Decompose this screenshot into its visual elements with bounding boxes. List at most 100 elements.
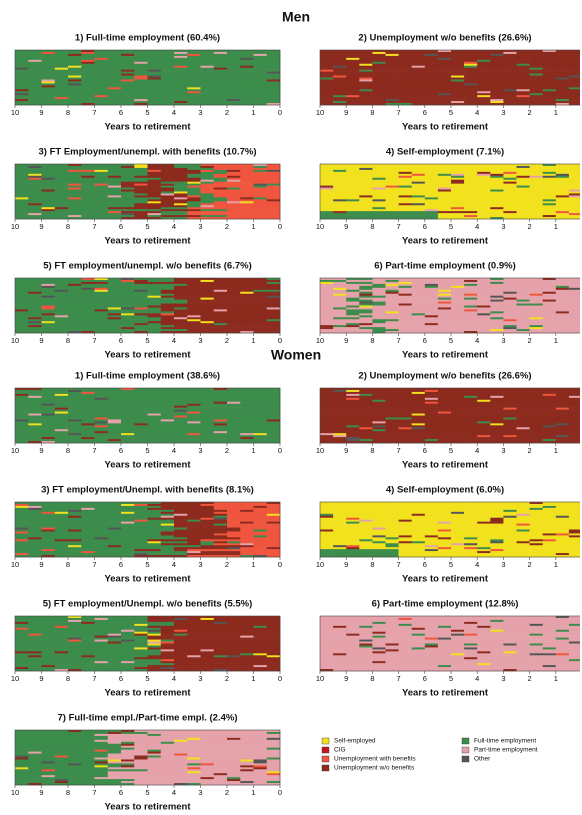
sequence-cell xyxy=(437,417,452,420)
sequence-cell xyxy=(437,85,452,88)
sequence-cell xyxy=(68,425,82,428)
sequence-cell xyxy=(372,403,386,406)
sequence-cell xyxy=(41,291,56,295)
sequence-cell xyxy=(477,299,491,302)
sequence-cell xyxy=(398,167,412,171)
sequence-cell xyxy=(227,419,241,422)
sequence-cell xyxy=(28,325,42,328)
sequence-cell xyxy=(529,59,543,63)
sequence-cell xyxy=(81,101,95,104)
sequence-cell xyxy=(200,415,215,418)
sequence-cell xyxy=(253,401,268,405)
sequence-cell xyxy=(200,171,215,175)
sequence-cell xyxy=(477,391,491,395)
sequence-cell xyxy=(160,413,175,416)
sequence-cell xyxy=(240,507,254,511)
sequence-cell xyxy=(107,73,122,76)
sequence-cell xyxy=(346,325,360,328)
sequence-cell xyxy=(253,57,268,61)
sequence-cell xyxy=(187,525,201,528)
sequence-cell xyxy=(81,439,95,442)
sequence-cell xyxy=(107,197,122,200)
sequence-cell xyxy=(503,389,517,393)
sequence-cell xyxy=(411,53,426,57)
sequence-cell xyxy=(240,91,254,94)
sequence-cell xyxy=(160,331,175,334)
sequence-cell xyxy=(542,57,557,61)
sequence-cell xyxy=(320,181,334,184)
sequence-cell xyxy=(398,69,412,72)
sequence-cell xyxy=(187,179,201,182)
sequence-cell xyxy=(503,61,517,65)
sequence-cell xyxy=(174,293,188,296)
sequence-cell xyxy=(134,187,148,190)
sequence-cell xyxy=(490,319,504,322)
sequence-cell xyxy=(134,195,148,198)
sequence-cell xyxy=(28,164,42,167)
sequence-cell xyxy=(451,303,465,306)
x-tick-label: 2 xyxy=(528,222,532,231)
sequence-cell xyxy=(107,297,122,300)
panel: 2) Unemployment w/o benefits (26.6%)10 9 8… xyxy=(316,33,580,133)
sequence-cell xyxy=(346,403,360,406)
sequence-cell xyxy=(213,83,228,86)
sequence-cell xyxy=(266,323,281,326)
sequence-cell xyxy=(477,97,491,100)
sequence-cell xyxy=(490,441,504,444)
sequence-cell xyxy=(568,309,580,312)
sequence-cell xyxy=(200,395,215,399)
sequence-cell xyxy=(107,57,122,61)
sequence-cell xyxy=(503,183,517,186)
sequence-cell xyxy=(253,502,268,505)
sequence-cell xyxy=(490,409,504,412)
sequence-cell xyxy=(464,417,478,420)
sequence-cell xyxy=(107,329,122,332)
sequence-cell xyxy=(451,209,465,212)
sequence-cell xyxy=(15,53,29,57)
sequence-cell xyxy=(54,55,69,59)
sequence-cell xyxy=(516,397,530,401)
sequence-cell xyxy=(147,525,162,528)
sequence-cell xyxy=(411,405,426,408)
sequence-cell xyxy=(41,417,56,420)
sequence-cell xyxy=(240,329,254,332)
sequence-cell xyxy=(94,431,109,434)
sequence-cell xyxy=(320,413,334,416)
sequence-cell xyxy=(41,215,56,218)
sequence-cell xyxy=(68,205,82,208)
sequence-cell xyxy=(555,97,570,100)
sequence-cell xyxy=(174,69,188,72)
x-tick-label: 6 xyxy=(423,108,427,117)
sequence-cell xyxy=(94,50,109,53)
sequence-cell xyxy=(240,77,254,80)
sequence-cell xyxy=(490,211,504,214)
sequence-cell xyxy=(41,65,56,68)
sequence-cell xyxy=(503,95,517,98)
sequence-cell xyxy=(516,395,530,399)
sequence-cell xyxy=(372,279,386,283)
sequence-cell xyxy=(160,511,175,515)
sequence-cell xyxy=(266,167,281,171)
sequence-cell xyxy=(424,327,439,330)
sequence-cell xyxy=(266,511,281,515)
sequence-cell xyxy=(121,311,135,314)
x-tick-label: 8 xyxy=(370,336,374,345)
sequence-cell xyxy=(568,313,580,316)
sequence-cell xyxy=(437,327,452,330)
sequence-cell xyxy=(240,59,254,63)
sequence-cell xyxy=(68,517,82,520)
sequence-cell xyxy=(266,433,281,436)
x-tick-label: 0 xyxy=(278,222,282,231)
sequence-cell xyxy=(555,51,570,55)
sequence-cell xyxy=(147,173,162,177)
sequence-cell xyxy=(15,415,29,418)
sequence-cell xyxy=(320,291,334,295)
sequence-cell xyxy=(147,63,162,67)
sequence-cell xyxy=(41,50,56,53)
sequence-cell xyxy=(134,99,148,102)
sequence-cell xyxy=(477,71,491,74)
sequence-cell xyxy=(240,423,254,426)
sequence-cell xyxy=(28,507,42,511)
sequence-cell xyxy=(174,51,188,55)
sequence-cell xyxy=(81,53,95,57)
